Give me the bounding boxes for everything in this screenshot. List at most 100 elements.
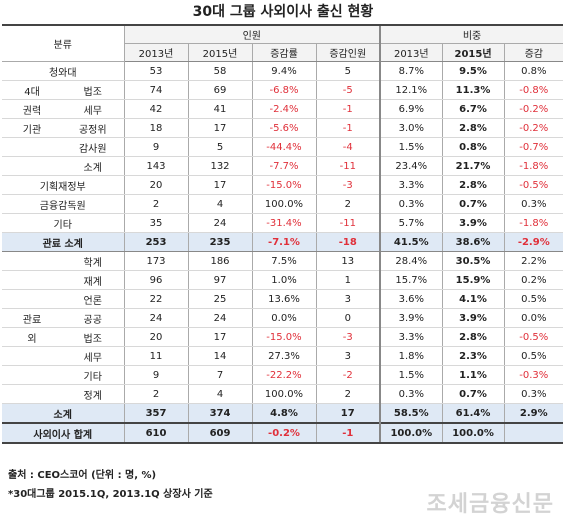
table-row: 학계 173 186 7.5% 13 28.4% 30.5% 2.2% (2, 251, 564, 271)
row-value-g: -2.9% (503, 232, 564, 252)
header-change-count: 증감인원 (315, 43, 381, 62)
row-value-g: 0.3% (503, 194, 564, 214)
row-value-c: 27.3% (251, 346, 316, 366)
row-value-b: 97 (187, 270, 252, 290)
row-value-a: 20 (123, 327, 188, 347)
row-value-d: 1 (315, 270, 381, 290)
row-value-f: 30.5% (441, 251, 505, 271)
row-category (2, 289, 62, 309)
row-value-d: -1 (315, 422, 381, 444)
row-value-g: 0.2% (503, 270, 564, 290)
header-row-1: 분류 인원 비중 (2, 24, 564, 62)
row-value-e: 41.5% (379, 232, 443, 252)
row-value-f: 3.9% (441, 308, 505, 328)
row-value-a: 9 (123, 137, 188, 157)
row-value-c: -6.8% (251, 80, 316, 100)
row-value-a: 610 (123, 422, 188, 444)
row-value-b: 58 (187, 61, 252, 81)
row-subcategory: 법조 (62, 80, 124, 100)
row-value-c: -0.2% (251, 422, 316, 444)
row-value-e: 3.0% (379, 118, 443, 138)
header-2015: 2015년 (187, 43, 252, 62)
row-category: 청와대 (2, 61, 124, 81)
row-value-g: 2.2% (503, 251, 564, 271)
row-value-a: 357 (123, 403, 188, 424)
row-category: 관료 (2, 308, 62, 328)
row-value-e: 100.0% (379, 422, 443, 444)
row-value-f: 2.3% (441, 346, 505, 366)
row-value-a: 173 (123, 251, 188, 271)
row-value-d: -3 (315, 327, 381, 347)
row-value-e: 23.4% (379, 156, 443, 176)
row-value-c: 100.0% (251, 384, 316, 404)
row-value-c: -15.0% (251, 327, 316, 347)
row-category (2, 251, 62, 271)
row-category (2, 270, 62, 290)
row-value-d: -1 (315, 99, 381, 119)
table-row: 기획재정부 20 17 -15.0% -3 3.3% 2.8% -0.5% (2, 175, 564, 195)
row-value-e: 28.4% (379, 251, 443, 271)
watermark-logo: 조세금융신문 (426, 492, 554, 517)
header-share-change: 증감 (503, 43, 564, 62)
row-value-e: 0.3% (379, 194, 443, 214)
row-value-b: 132 (187, 156, 252, 176)
row-value-f: 0.8% (441, 137, 505, 157)
row-value-a: 53 (123, 61, 188, 81)
table-row: 관료 공공 24 24 0.0% 0 3.9% 3.9% 0.0% (2, 308, 564, 328)
row-value-a: 22 (123, 289, 188, 309)
row-value-f: 6.7% (441, 99, 505, 119)
row-category: 관료 소계 (2, 232, 124, 252)
header-people: 인원 (123, 24, 381, 44)
row-value-e: 8.7% (379, 61, 443, 81)
table-row: 금융감독원 2 4 100.0% 2 0.3% 0.7% 0.3% (2, 194, 564, 214)
header-change-rate: 증감률 (251, 43, 316, 62)
row-value-a: 42 (123, 99, 188, 119)
row-value-a: 2 (123, 194, 188, 214)
row-value-f: 2.8% (441, 118, 505, 138)
row-subcategory: 재계 (62, 270, 124, 290)
row-value-g: 0.0% (503, 308, 564, 328)
row-value-f: 2.8% (441, 175, 505, 195)
row-value-e: 3.6% (379, 289, 443, 309)
row-value-c: -2.4% (251, 99, 316, 119)
row-category (2, 365, 62, 385)
row-category: 권력 (2, 99, 62, 119)
row-value-c: 1.0% (251, 270, 316, 290)
row-value-a: 74 (123, 80, 188, 100)
row-value-b: 24 (187, 308, 252, 328)
row-value-e: 12.1% (379, 80, 443, 100)
row-value-c: 4.8% (251, 403, 316, 424)
row-value-a: 253 (123, 232, 188, 252)
row-value-c: 7.5% (251, 251, 316, 271)
row-value-d: 13 (315, 251, 381, 271)
table-row: 기관 공정위 18 17 -5.6% -1 3.0% 2.8% -0.2% (2, 118, 564, 138)
table-row: 재계 96 97 1.0% 1 15.7% 15.9% 0.2% (2, 270, 564, 290)
table-title: 30대 그룹 사외이사 출신 현황 (192, 4, 374, 20)
row-value-d: -11 (315, 156, 381, 176)
table-row: 소계 357 374 4.8% 17 58.5% 61.4% 2.9% (2, 403, 564, 424)
header-category: 분류 (2, 24, 124, 62)
table-row: 외 법조 20 17 -15.0% -3 3.3% 2.8% -0.5% (2, 327, 564, 347)
row-subcategory: 세무 (62, 346, 124, 366)
row-value-c: -5.6% (251, 118, 316, 138)
basis-note: *30대그룹 2015.1Q, 2013.1Q 상장사 기준 (8, 489, 213, 500)
row-value-b: 69 (187, 80, 252, 100)
row-value-b: 4 (187, 384, 252, 404)
table-row: 4대 법조 74 69 -6.8% -5 12.1% 11.3% -0.8% (2, 80, 564, 100)
table-row: 관료 소계 253 235 -7.1% -18 41.5% 38.6% -2.9% (2, 232, 564, 252)
row-value-f: 2.8% (441, 327, 505, 347)
row-subcategory: 언론 (62, 289, 124, 309)
row-value-d: -5 (315, 80, 381, 100)
row-value-a: 143 (123, 156, 188, 176)
row-value-b: 7 (187, 365, 252, 385)
row-subcategory: 학계 (62, 251, 124, 271)
row-value-d: 2 (315, 384, 381, 404)
header-share-2015: 2015년 (441, 43, 505, 62)
row-value-g: 0.5% (503, 289, 564, 309)
row-value-b: 14 (187, 346, 252, 366)
row-subcategory: 세무 (62, 99, 124, 119)
row-value-e: 1.5% (379, 365, 443, 385)
row-value-c: -7.7% (251, 156, 316, 176)
row-value-e: 58.5% (379, 403, 443, 424)
row-value-d: -3 (315, 175, 381, 195)
